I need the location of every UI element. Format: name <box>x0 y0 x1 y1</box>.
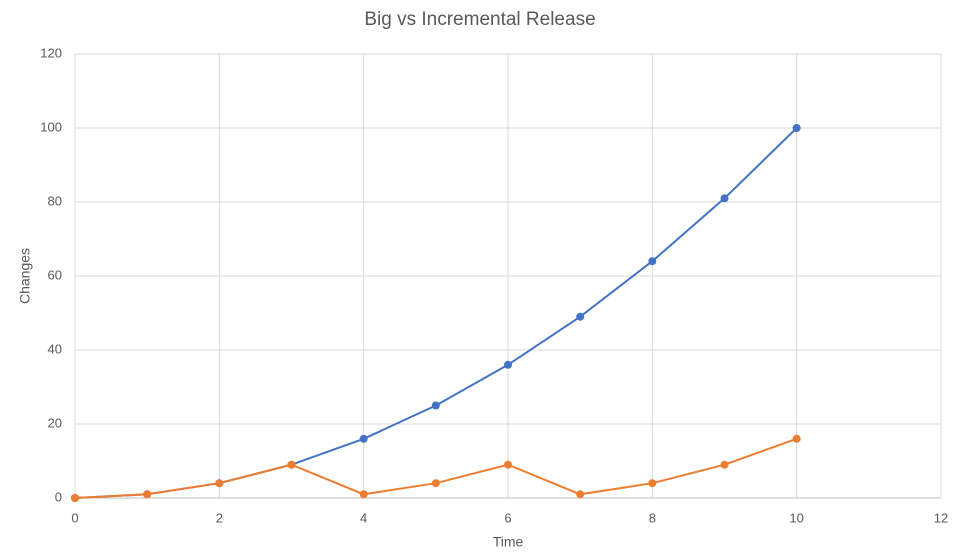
y-tick-label: 60 <box>48 267 62 282</box>
data-point <box>143 490 152 499</box>
data-point <box>792 434 801 443</box>
x-tick-label: 2 <box>216 510 223 525</box>
data-point <box>215 479 224 488</box>
chart-title: Big vs Incremental Release <box>364 9 595 30</box>
data-point <box>576 312 585 321</box>
data-point <box>504 460 512 469</box>
data-point <box>648 257 657 266</box>
y-tick-label: 20 <box>48 415 62 430</box>
x-tick-label: 10 <box>789 510 803 525</box>
data-point <box>792 124 801 132</box>
x-tick-label: 12 <box>934 510 948 525</box>
x-tick-label: 0 <box>71 510 78 525</box>
data-point <box>287 460 296 469</box>
x-tick-label: 4 <box>360 510 367 525</box>
data-point <box>431 479 440 488</box>
data-point <box>359 490 368 499</box>
y-tick-label: 40 <box>48 341 62 356</box>
x-tick-label: 6 <box>504 510 511 525</box>
data-point <box>720 194 729 203</box>
x-tick-label: 8 <box>649 510 656 525</box>
data-point <box>576 490 585 499</box>
y-tick-label: 0 <box>55 489 62 504</box>
y-tick-label: 80 <box>48 193 62 208</box>
y-tick-label: 100 <box>40 119 62 134</box>
y-tick-label: 120 <box>40 45 62 60</box>
data-point <box>431 401 440 410</box>
data-point <box>648 479 657 488</box>
data-point <box>504 360 512 369</box>
data-point <box>71 494 79 502</box>
data-point <box>720 460 729 469</box>
data-point <box>359 434 368 443</box>
y-axis-label: Changes <box>17 248 33 304</box>
x-axis-label: Time <box>493 534 524 550</box>
